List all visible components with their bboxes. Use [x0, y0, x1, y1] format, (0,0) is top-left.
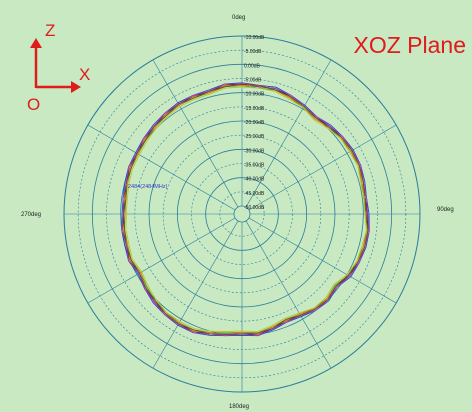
- radial-tick-label: -20.00dB: [244, 120, 265, 126]
- series-trace-2: [121, 82, 370, 337]
- radial-tick-label: -50.00dB: [244, 205, 265, 211]
- radial-tick-label: -15.00dB: [244, 106, 265, 112]
- grid-spoke: [245, 59, 332, 208]
- grid-spoke: [245, 220, 332, 369]
- grid-spoke: [87, 124, 236, 211]
- axis-z-label: Z: [45, 21, 56, 40]
- axis-x-label: X: [79, 65, 91, 84]
- series-trace-5: [122, 84, 369, 335]
- axes-arrow-icon: [30, 38, 81, 93]
- radial-tick-label: -5.00dB: [244, 49, 262, 55]
- series-trace-7: [125, 86, 367, 332]
- angle-label-90: 90deg: [437, 207, 454, 213]
- grid-spoke: [87, 217, 236, 304]
- marker-label: 2484(2484MHz): [128, 184, 168, 190]
- axis-origin-label: O: [27, 95, 41, 114]
- angle-label-270: 270deg: [21, 212, 42, 218]
- angle-label-180: 180deg: [229, 404, 250, 410]
- plane-title: XOZ Plane: [353, 32, 467, 58]
- radial-tick-label: -25.00dB: [244, 134, 265, 140]
- radial-tick-label: -10.00dB: [244, 92, 265, 98]
- radial-tick-label: -10.00dB: [244, 35, 265, 41]
- series-trace-8: [123, 83, 369, 335]
- grid-spoke: [248, 124, 397, 211]
- radial-tick-label: -30.00dB: [244, 148, 265, 154]
- grid-spoke: [152, 220, 239, 369]
- radial-tick-label: 0.00dB: [244, 63, 261, 69]
- grid-spoke: [248, 217, 397, 304]
- angle-label-0: 0deg: [232, 15, 246, 21]
- radial-tick-label: -5.00dB: [244, 78, 262, 84]
- grid-spoke: [152, 59, 239, 208]
- radial-tick-label: -45.00dB: [244, 191, 265, 197]
- radial-tick-label: -35.00dB: [244, 163, 265, 169]
- radial-tick-label: -40.00dB: [244, 177, 265, 183]
